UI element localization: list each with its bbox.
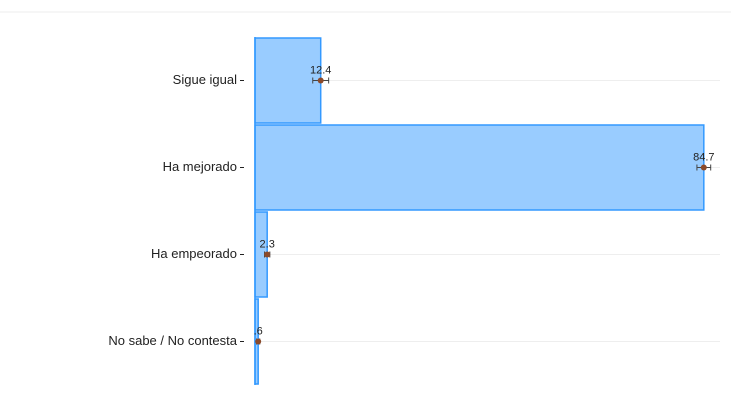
y-tick-label: Ha mejorado: [163, 159, 237, 174]
y-tick-label: Ha empeorado: [151, 246, 237, 261]
value-label: .6: [254, 325, 263, 337]
y-tick-label: No sabe / No contesta: [108, 333, 237, 348]
bar: [254, 37, 322, 124]
point: [317, 77, 324, 84]
value-label: 84.7: [693, 151, 714, 163]
bar: [254, 124, 705, 211]
y-tick-label: Sigue igual: [173, 72, 237, 87]
point: [255, 338, 262, 345]
point: [700, 164, 707, 171]
value-label: 12.4: [310, 64, 331, 76]
value-label: 2.3: [260, 238, 275, 250]
point: [264, 251, 271, 258]
